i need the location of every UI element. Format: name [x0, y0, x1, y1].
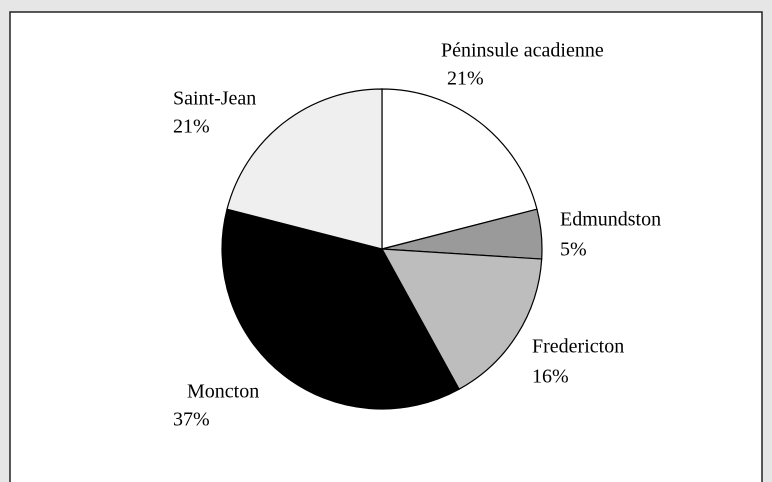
slice-value-label: 37%	[173, 409, 210, 431]
slice-value-label: 21%	[447, 68, 484, 90]
pie-slice	[381, 88, 538, 250]
pie-slice	[226, 88, 383, 250]
slice-value-label: 16%	[532, 366, 569, 388]
pie-slice	[221, 208, 460, 410]
slice-label: Fredericton	[532, 336, 624, 358]
slice-value-label: 21%	[173, 116, 210, 138]
slice-label: Moncton	[187, 381, 259, 403]
pie-slice	[380, 248, 543, 391]
slice-label: Saint-Jean	[173, 88, 256, 110]
slice-label: Péninsule acadienne	[441, 40, 604, 62]
slice-value-label: 5%	[560, 239, 587, 261]
slice-label: Edmundston	[560, 209, 661, 231]
